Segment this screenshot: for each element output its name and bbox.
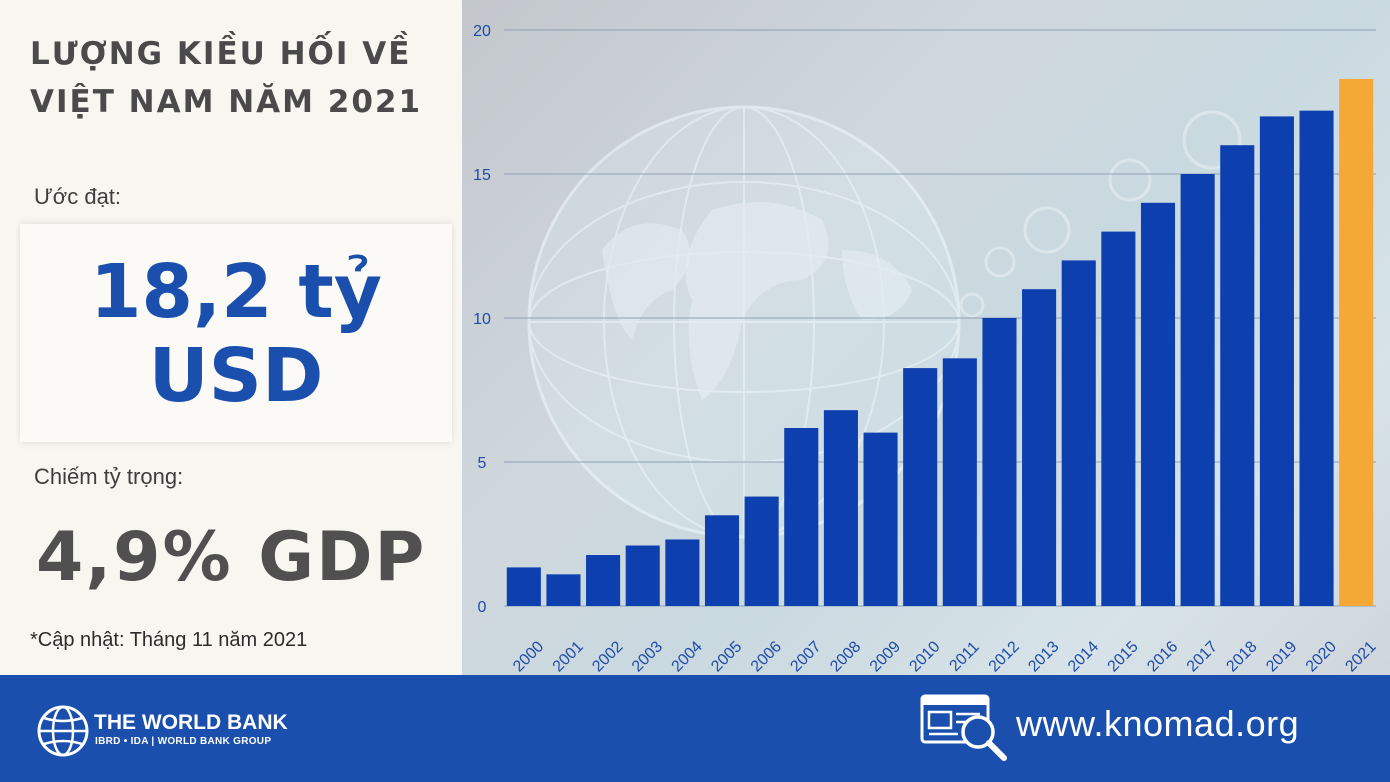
x-tick-label: 2018	[1223, 638, 1260, 675]
x-tick-label: 2000	[510, 638, 547, 675]
x-tick-label: 2009	[867, 638, 904, 675]
bar-2006	[744, 496, 779, 606]
website-link[interactable]: www.knomad.org	[1016, 703, 1300, 744]
x-tick-label: 2008	[827, 638, 864, 675]
x-tick-label: 2002	[589, 638, 626, 675]
x-tick-label: 2015	[1105, 638, 1142, 675]
y-tick-labels: 0 5 10 15 20	[473, 23, 491, 616]
x-tick-label: 2020	[1303, 638, 1340, 675]
y-tick-label: 0	[478, 599, 487, 616]
coin-decor-icon	[959, 110, 1242, 318]
x-tick-label: 2004	[669, 638, 706, 675]
x-tick-label: 2016	[1144, 638, 1181, 675]
share-label: Chiếm tỷ trọng:	[34, 464, 184, 489]
bar-2019	[1259, 116, 1294, 607]
bar-2020	[1299, 110, 1334, 606]
x-tick-label: 2014	[1065, 638, 1102, 675]
x-tick-label: 2019	[1263, 638, 1300, 675]
bar-2016	[1140, 202, 1176, 607]
bar-2014	[1061, 260, 1096, 606]
bar-2018	[1220, 145, 1255, 606]
bar-2004	[665, 539, 700, 606]
website-search-icon	[920, 694, 1007, 761]
title-line-1: Lượng kiều hối về	[30, 36, 412, 72]
bar-2002	[586, 555, 621, 606]
x-tick-label: 2011	[946, 639, 982, 675]
share-value: 4,9% GDP	[36, 518, 427, 597]
bars	[506, 78, 1374, 607]
x-tick-label: 2003	[629, 638, 666, 675]
estimate-card: 18,2 tỷ USD	[20, 224, 452, 442]
x-tick-label: 2007	[787, 638, 824, 675]
bar-2012	[982, 318, 1017, 606]
title-line-2: Việt Nam năm 2021	[30, 84, 423, 120]
bar-2010	[903, 368, 938, 606]
x-tick-label: 2017	[1184, 638, 1221, 675]
x-tick-label: 2013	[1025, 638, 1062, 675]
bar-2021	[1339, 78, 1374, 606]
footer-bar	[0, 675, 1390, 782]
x-tick-label: 2012	[986, 638, 1023, 675]
estimate-value-line-1: 18,2 tỷ	[90, 249, 382, 335]
estimate-value-line-2: USD	[148, 333, 324, 419]
globe-background-icon	[527, 105, 961, 539]
bar-2000	[506, 567, 541, 606]
update-note: *Cập nhật: Tháng 11 năm 2021	[30, 629, 308, 651]
bar-2013	[1022, 289, 1057, 606]
y-tick-label: 5	[478, 455, 487, 472]
bar-2009	[863, 432, 898, 606]
bar-2007	[784, 428, 819, 606]
x-tick-labels: 2000 2001 2002 2003 2004 2005 2006 2007 2008 2009…	[510, 638, 1380, 675]
bar-2008	[823, 410, 858, 606]
world-bank-globe-icon	[37, 705, 89, 757]
page-title: Lượng kiều hối về Việt Nam năm 2021	[30, 30, 450, 126]
summary-panel: Lượng kiều hối về Việt Nam năm 2021 Ước …	[0, 0, 462, 675]
bar-2011	[942, 358, 977, 606]
x-tick-label: 2021	[1342, 638, 1379, 675]
chart-area: 0 5 10 15 20 2000 2001 2002 2003 2004 2005 2006 200…	[462, 0, 1390, 675]
y-tick-label: 15	[473, 167, 491, 184]
x-tick-label: 2005	[708, 638, 745, 675]
bar-2003	[625, 545, 660, 606]
x-tick-label: 2001	[550, 638, 587, 675]
x-tick-label: 2010	[906, 638, 943, 675]
bar-2015	[1101, 231, 1136, 606]
bar-2001	[546, 574, 581, 606]
bar-2005	[704, 515, 740, 606]
bar-2017	[1180, 174, 1215, 606]
org-subtitle: IBRD • IDA | WORLD BANK GROUP	[95, 736, 272, 747]
estimate-label: Ước đạt:	[34, 184, 122, 209]
y-tick-label: 10	[473, 311, 491, 328]
org-name: THE WORLD BANK	[94, 711, 288, 734]
x-tick-label: 2006	[748, 638, 785, 675]
y-tick-label: 20	[473, 23, 491, 40]
